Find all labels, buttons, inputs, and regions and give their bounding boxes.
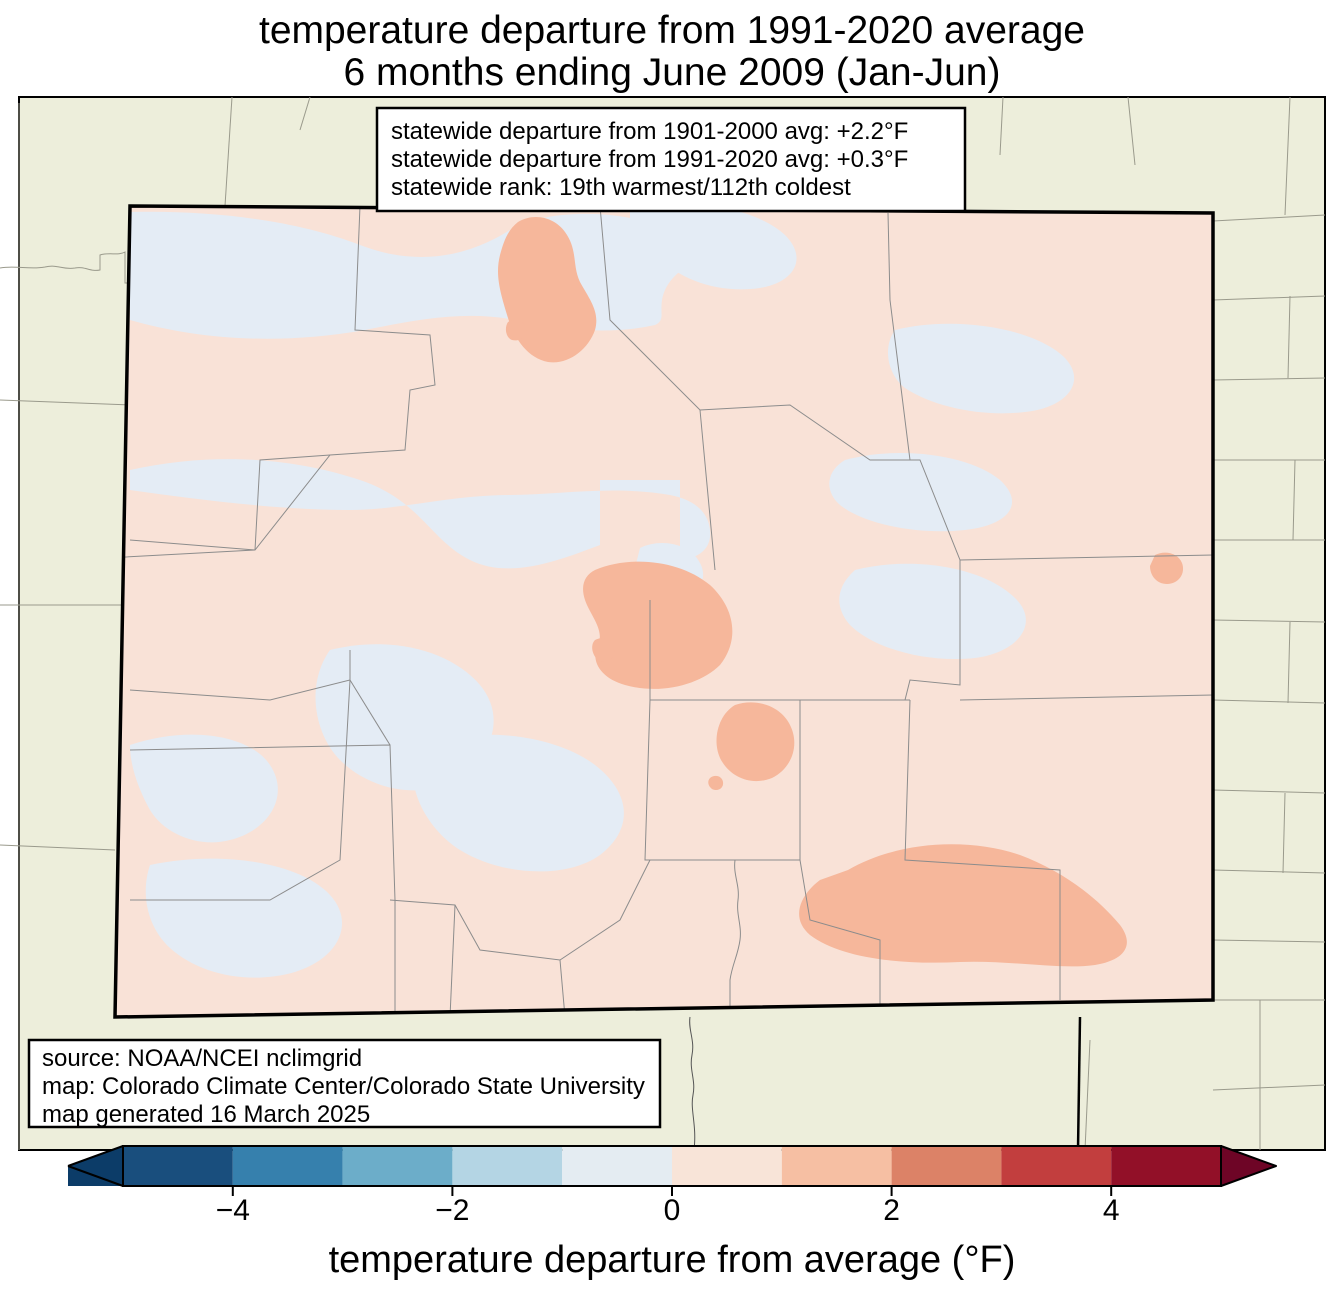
svg-text:statewide departure from 1901-: statewide departure from 1901-2000 avg: … xyxy=(391,118,908,145)
svg-text:4: 4 xyxy=(1103,1194,1120,1227)
svg-text:map: Colorado Climate Center/C: map: Colorado Climate Center/Colorado St… xyxy=(42,1073,645,1100)
svg-text:temperature departure from ave: temperature departure from average (°F) xyxy=(329,1239,1016,1281)
svg-text:−2: −2 xyxy=(435,1194,469,1227)
svg-text:0: 0 xyxy=(664,1194,681,1227)
svg-text:2: 2 xyxy=(883,1194,900,1227)
svg-text:statewide departure from 1991-: statewide departure from 1991-2020 avg: … xyxy=(391,146,908,173)
svg-text:source: NOAA/NCEI nclimgrid: source: NOAA/NCEI nclimgrid xyxy=(42,1045,362,1072)
svg-text:map generated 16 March 2025: map generated 16 March 2025 xyxy=(42,1101,370,1128)
svg-text:statewide rank: 19th warmest/1: statewide rank: 19th warmest/112th colde… xyxy=(391,174,851,201)
svg-text:−4: −4 xyxy=(216,1194,250,1227)
